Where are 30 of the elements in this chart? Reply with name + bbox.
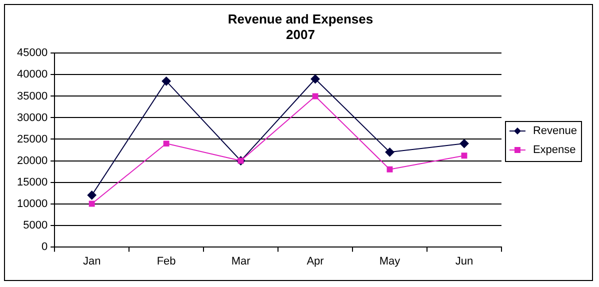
y-tick-label: 35000: [16, 90, 48, 102]
x-tick-label: Jun: [455, 255, 474, 268]
point: [310, 74, 320, 84]
y-tick-label: 45000: [16, 47, 48, 60]
y-tick-label: 15000: [16, 176, 48, 188]
y-tick-label: 20000: [16, 154, 48, 167]
point: [312, 93, 318, 100]
text: 2007: [286, 26, 315, 42]
x-tick-label: May: [379, 255, 401, 268]
point: [461, 152, 468, 159]
legend-label: Revenue: [532, 125, 578, 138]
point: [385, 148, 394, 157]
point: [162, 76, 171, 86]
point: [163, 140, 170, 147]
x-tick-label: Feb: [156, 255, 176, 268]
y-tick-label: 5000: [23, 219, 48, 232]
point: [386, 166, 393, 172]
legend-label: Expense: [532, 144, 576, 156]
y-tick-label: 30000: [16, 112, 48, 124]
y-tick-label: 25000: [16, 133, 48, 146]
y-tick-label: 10000: [16, 198, 48, 210]
point: [88, 200, 95, 207]
y-tick-label: 40000: [16, 68, 48, 81]
x-tick-label: Apr: [306, 255, 324, 268]
x-tick-label: Jan: [82, 255, 101, 268]
x-tick-label: Mar: [231, 255, 251, 268]
text: Revenue and Expenses: [228, 11, 374, 26]
point: [460, 139, 469, 148]
point: [87, 190, 96, 200]
y-tick-label: 0: [41, 240, 48, 253]
